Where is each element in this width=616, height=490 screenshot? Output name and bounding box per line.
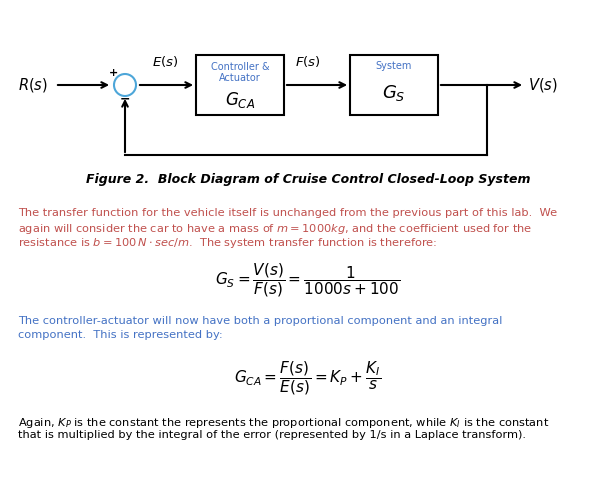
Bar [350, 55, 438, 115]
Text: $R(s)$: $R(s)$ [18, 76, 48, 94]
Text: $E(s)$: $E(s)$ [152, 54, 178, 70]
Text: $G_{CA} = \dfrac{F(s)}{E(s)} = K_P + \dfrac{K_I}{s}$: $G_{CA} = \dfrac{F(s)}{E(s)} = K_P + \df… [235, 359, 381, 397]
Text: $V(s)$: $V(s)$ [528, 76, 557, 94]
Text: The controller-actuator will now have both a proportional component and an integ: The controller-actuator will now have bo… [18, 316, 503, 326]
Text: System: System [376, 61, 412, 71]
Text: −: − [120, 93, 130, 105]
Text: $F(s)$: $F(s)$ [295, 54, 321, 70]
Bar [196, 55, 284, 115]
Text: Actuator: Actuator [219, 73, 261, 83]
Text: component.  This is represented by:: component. This is represented by: [18, 330, 223, 340]
Text: that is multiplied by the integral of the error (represented by 1/s in a Laplace: that is multiplied by the integral of th… [18, 430, 526, 440]
Text: $G_{CA}$: $G_{CA}$ [225, 90, 255, 110]
Text: Controller &: Controller & [211, 62, 269, 72]
Text: again will consider the car to have a mass of $m = 1000kg$, and the coefficient : again will consider the car to have a ma… [18, 222, 532, 236]
Text: resistance is $b = 100\,N \cdot sec/m$.  The system transfer function is therefo: resistance is $b = 100\,N \cdot sec/m$. … [18, 236, 437, 250]
Text: The transfer function for the vehicle itself is unchanged from the previous part: The transfer function for the vehicle it… [18, 208, 557, 218]
Text: Again, $K_P$ is the constant the represents the proportional component, while $K: Again, $K_P$ is the constant the represe… [18, 416, 549, 430]
Text: $G_S = \dfrac{V(s)}{F(s)} = \dfrac{1}{1000s + 100}$: $G_S = \dfrac{V(s)}{F(s)} = \dfrac{1}{10… [216, 261, 400, 299]
Text: Figure 2.  Block Diagram of Cruise Control Closed-Loop System: Figure 2. Block Diagram of Cruise Contro… [86, 173, 530, 187]
Text: +: + [108, 68, 118, 78]
Text: $G_S$: $G_S$ [382, 83, 406, 103]
